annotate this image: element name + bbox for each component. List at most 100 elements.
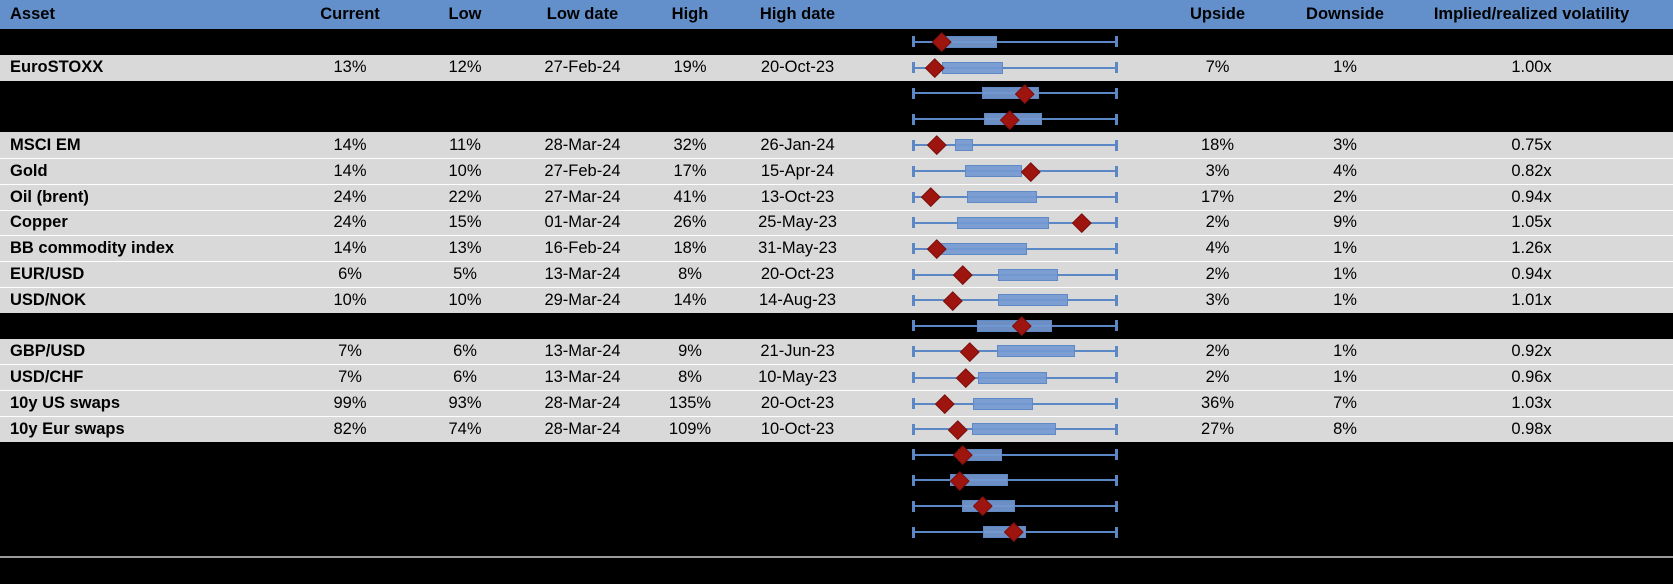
downside-cell xyxy=(1300,106,1390,132)
upside-cell xyxy=(1135,493,1300,519)
boxplot xyxy=(912,106,1118,132)
high-cell: 17% xyxy=(673,161,707,180)
range-boxplot-cell xyxy=(860,106,1135,132)
low-cell xyxy=(410,468,520,494)
low-date-cell xyxy=(520,468,645,494)
upside-cell: 2% xyxy=(1205,265,1230,284)
current-cell: 14% xyxy=(333,239,367,258)
whisker-line xyxy=(913,453,1117,456)
range-boxplot-cell xyxy=(860,493,1135,519)
implied-realized-cell: 0.96x xyxy=(1511,368,1552,387)
iqr-box xyxy=(939,242,1027,255)
low-date-cell xyxy=(520,313,645,339)
boxplot xyxy=(912,313,1118,339)
implied-realized-cell: 0.92x xyxy=(1511,341,1552,360)
boxplot xyxy=(912,493,1118,519)
high-date-cell: 25-May-23 xyxy=(758,213,837,232)
low-date-cell xyxy=(520,493,645,519)
asset-cell: MSCI EM xyxy=(10,135,81,154)
high-date-cell xyxy=(735,468,860,494)
whisker-cap-left xyxy=(912,372,915,384)
table-body: EuroSTOXX 13% 12% 27-Feb-24 19% 20-Oct-23 7% 1%… xyxy=(0,29,1673,545)
high-cell: 41% xyxy=(673,187,707,206)
asset-cell xyxy=(0,442,290,468)
table-row: BB commodity index 14% 13% 16-Feb-24 18% 31-M… xyxy=(0,235,1673,262)
header-current: Current xyxy=(320,5,380,23)
low-date-cell xyxy=(520,29,645,55)
range-boxplot-cell xyxy=(860,132,1135,158)
range-boxplot-cell xyxy=(860,417,1135,442)
high-date-cell xyxy=(735,493,860,519)
low-date-cell: 28-Mar-24 xyxy=(544,419,621,438)
downside-cell: 1% xyxy=(1333,290,1357,309)
asset-cell: Gold xyxy=(10,161,48,180)
boxplot xyxy=(912,391,1118,416)
asset-cell xyxy=(0,29,290,55)
hidden-row xyxy=(0,312,1673,339)
whisker-cap-left xyxy=(912,526,915,538)
iqr-box xyxy=(966,191,1038,204)
hidden-row xyxy=(0,80,1673,107)
low-date-cell: 28-Mar-24 xyxy=(544,394,621,413)
whisker-cap-left xyxy=(912,500,915,512)
low-date-cell: 01-Mar-24 xyxy=(544,213,621,232)
iqr-box xyxy=(998,294,1069,307)
asset-cell xyxy=(0,493,290,519)
low-date-cell: 13-Mar-24 xyxy=(544,341,621,360)
implied-realized-cell: 0.94x xyxy=(1511,265,1552,284)
low-date-cell xyxy=(520,442,645,468)
upside-cell: 2% xyxy=(1205,213,1230,232)
iqr-box xyxy=(996,345,1076,358)
asset-cell xyxy=(0,81,290,107)
downside-cell: 1% xyxy=(1333,58,1357,77)
asset-cell: 10y Eur swaps xyxy=(10,419,125,438)
whisker-cap-left xyxy=(912,243,915,255)
low-cell: 93% xyxy=(448,394,482,413)
downside-cell: 7% xyxy=(1333,394,1357,413)
current-cell: 6% xyxy=(338,265,362,284)
whisker-cap-left xyxy=(912,87,915,99)
range-boxplot-cell xyxy=(860,288,1135,313)
high-date-cell: 14-Aug-23 xyxy=(758,290,837,309)
high-cell: 18% xyxy=(673,239,707,258)
current-marker-diamond xyxy=(1071,213,1091,233)
low-cell: 74% xyxy=(448,419,482,438)
whisker-line xyxy=(913,66,1117,69)
low-cell: 15% xyxy=(448,213,482,232)
downside-cell: 9% xyxy=(1333,213,1357,232)
high-cell xyxy=(645,106,735,132)
asset-cell xyxy=(0,468,290,494)
low-cell xyxy=(410,519,520,545)
high-cell: 8% xyxy=(678,265,702,284)
current-cell xyxy=(290,29,410,55)
high-date-cell: 21-Jun-23 xyxy=(760,341,835,360)
high-cell xyxy=(645,519,735,545)
range-boxplot-cell xyxy=(860,236,1135,261)
whisker-cap-left xyxy=(912,345,915,357)
range-boxplot-cell xyxy=(860,262,1135,287)
high-date-cell: 13-Oct-23 xyxy=(760,187,835,206)
whisker-cap-left xyxy=(912,113,915,125)
hidden-row xyxy=(0,519,1673,545)
whisker-cap-left xyxy=(912,165,915,177)
downside-cell: 2% xyxy=(1333,187,1357,206)
iqr-box xyxy=(943,35,998,48)
low-cell: 6% xyxy=(453,368,477,387)
current-marker-diamond xyxy=(943,290,963,310)
high-cell xyxy=(645,81,735,107)
low-date-cell: 28-Mar-24 xyxy=(544,135,621,154)
boxplot xyxy=(912,185,1118,210)
range-boxplot-cell xyxy=(860,365,1135,390)
current-marker-diamond xyxy=(948,419,968,439)
downside-cell xyxy=(1300,442,1390,468)
boxplot xyxy=(912,159,1118,184)
current-marker-diamond xyxy=(956,368,976,388)
current-cell: 7% xyxy=(338,368,362,387)
whisker-cap-right xyxy=(1115,36,1118,48)
whisker-cap-right xyxy=(1115,449,1118,461)
iqr-box xyxy=(973,397,1034,410)
current-cell xyxy=(290,493,410,519)
whisker-cap-left xyxy=(912,139,915,151)
upside-cell xyxy=(1135,29,1300,55)
whisker-cap-left xyxy=(912,398,915,410)
